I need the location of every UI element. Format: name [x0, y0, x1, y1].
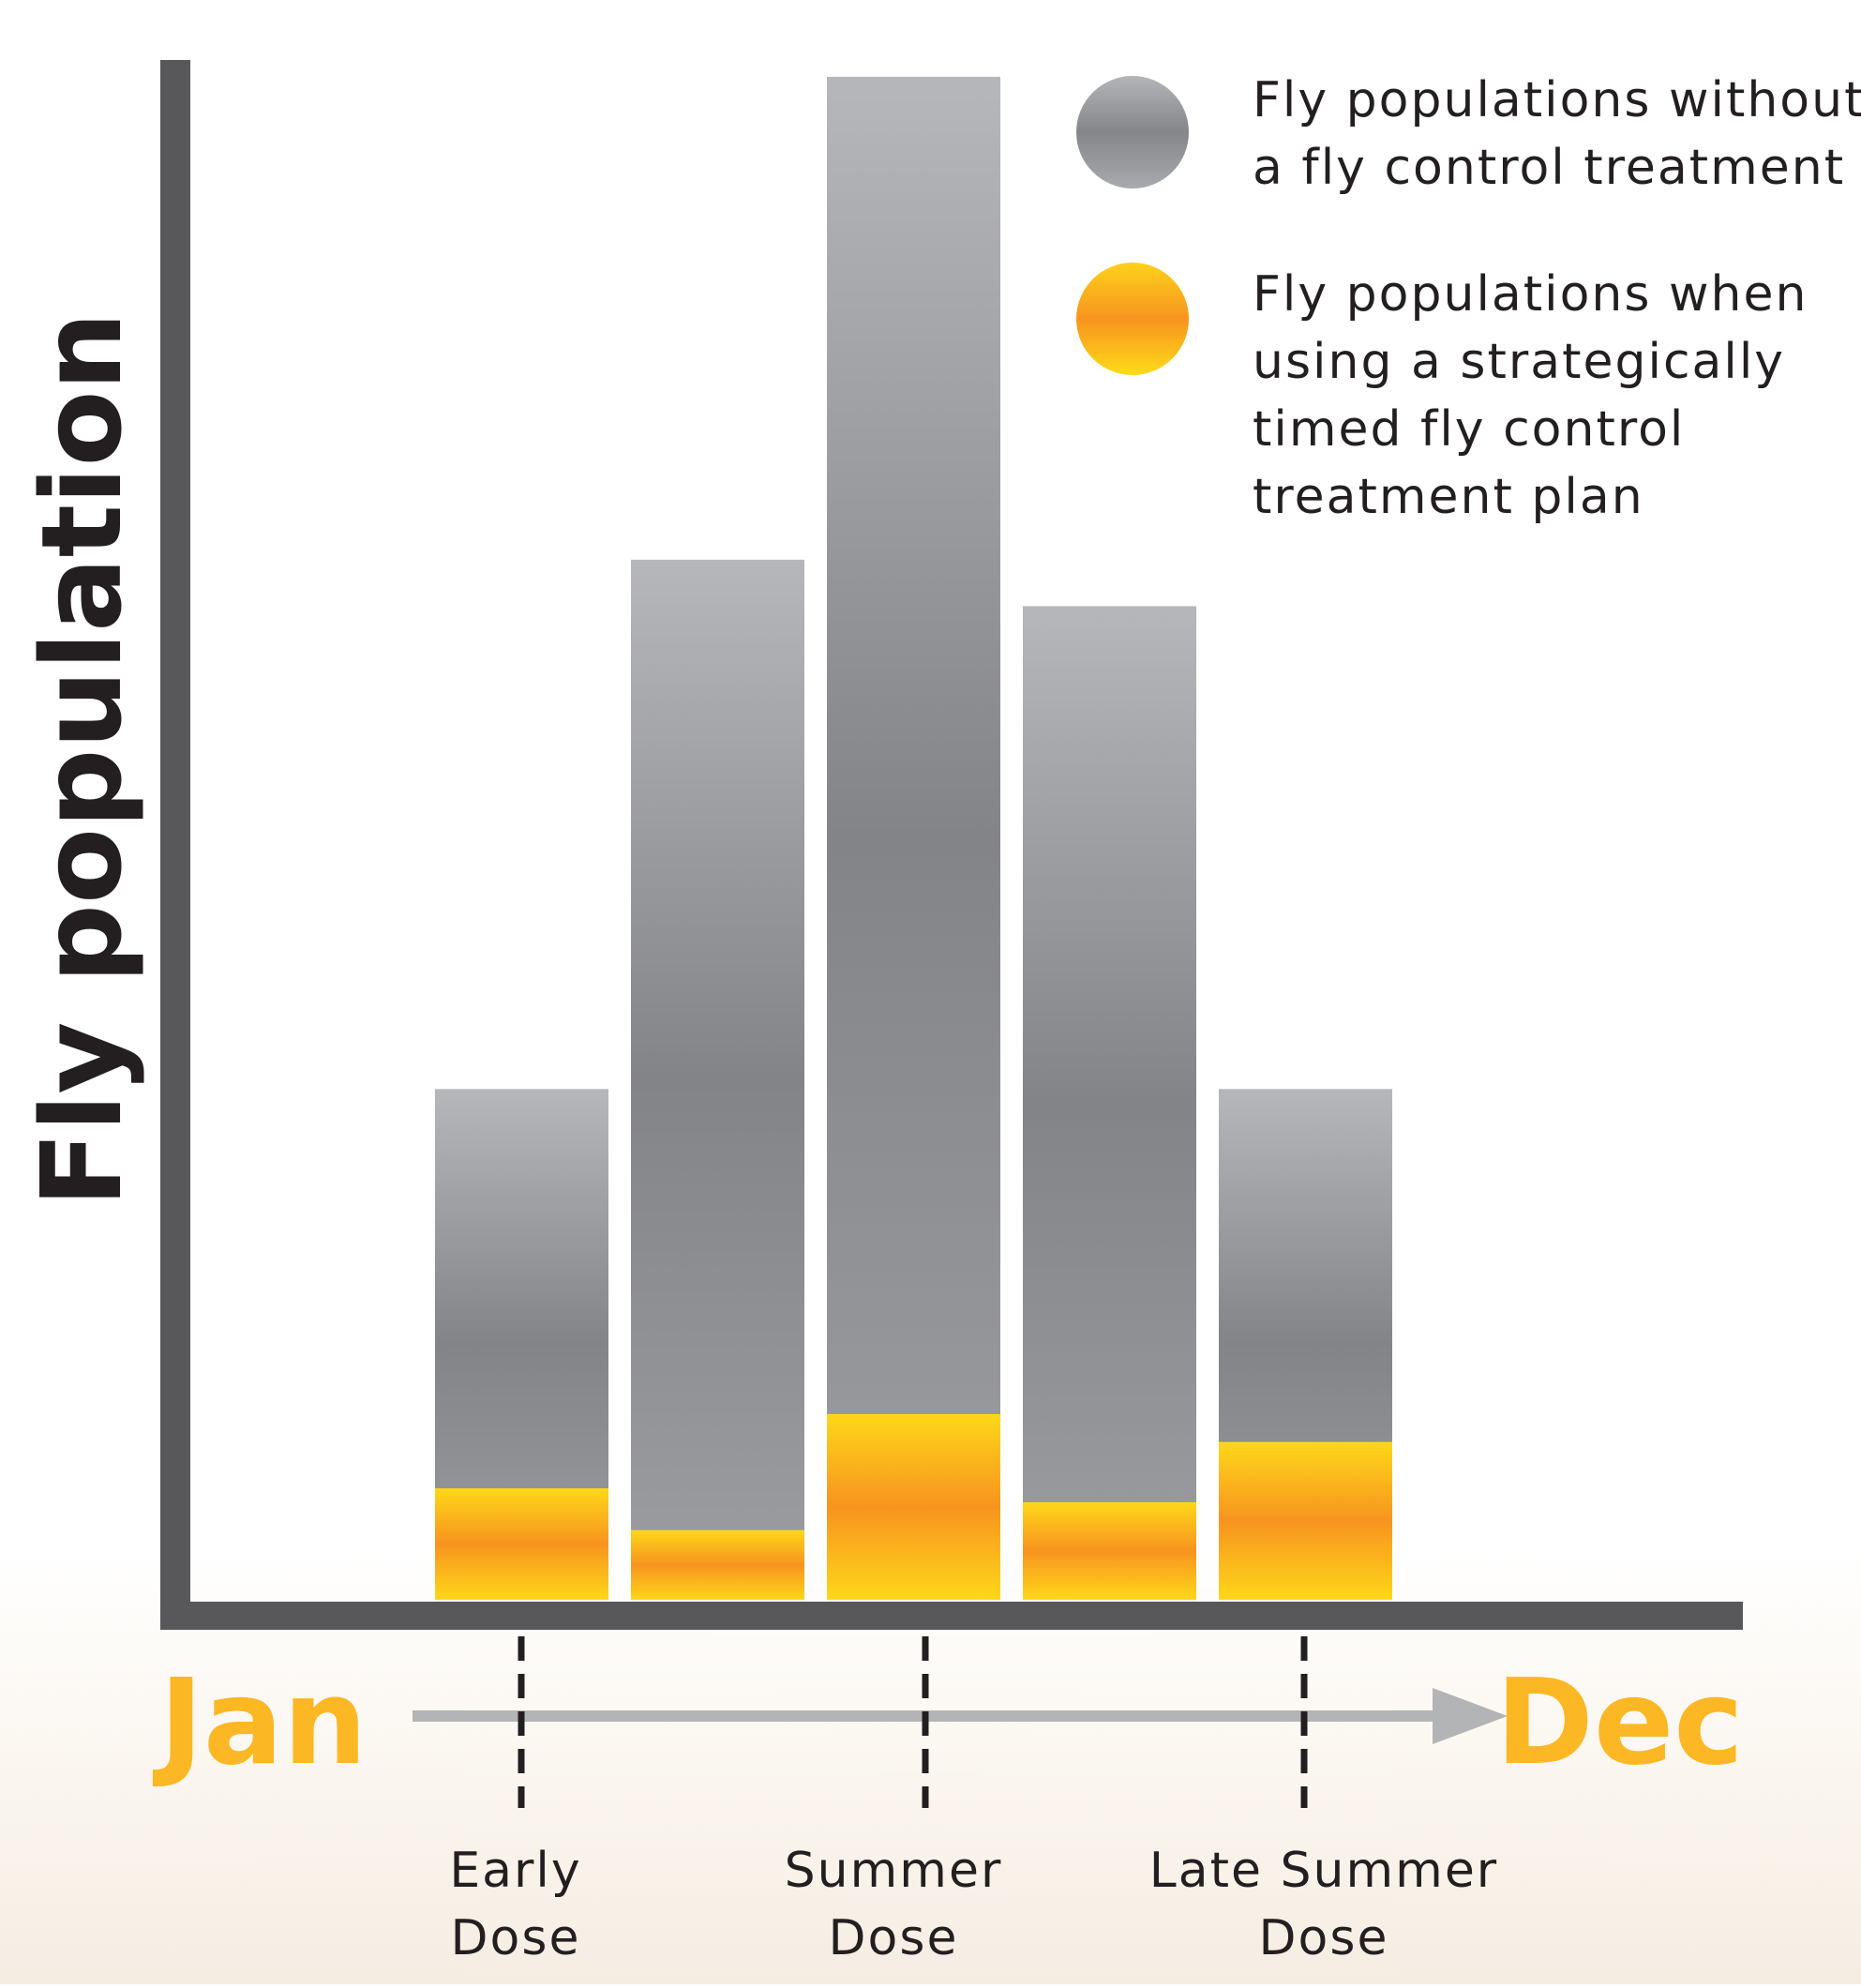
dose-label-2-line-1: Summer	[785, 1843, 1003, 1899]
time-arrow-head	[1433, 1688, 1508, 1744]
legend-label-untreated: Fly populations without a fly control tr…	[1253, 72, 1861, 196]
dose-label-1: Early Dose	[449, 1843, 581, 1966]
dose-label-2-line-2: Dose	[829, 1910, 959, 1966]
legend-treated-line-4: treatment plan	[1253, 469, 1644, 525]
dose-label-1-line-1: Early	[449, 1843, 581, 1899]
dose-label-1-line-2: Dose	[451, 1910, 581, 1966]
bar-treated-4	[1023, 1502, 1196, 1600]
y-axis-line	[160, 60, 190, 1630]
time-arrow	[413, 1688, 1508, 1744]
legend-untreated-line-2: a fly control treatment	[1253, 140, 1845, 196]
legend-untreated-line-1: Fly populations without	[1253, 72, 1861, 128]
bars-group	[435, 76, 1392, 1600]
x-axis-line	[160, 1602, 1743, 1630]
legend-treated-line-2: using a strategically	[1253, 334, 1785, 390]
bar-untreated-3	[827, 76, 1000, 1600]
dose-label-3-line-1: Late Summer	[1149, 1843, 1498, 1899]
legend-swatch-untreated	[1076, 76, 1189, 188]
x-axis-end-label: Dec	[1495, 1653, 1744, 1791]
bar-treated-3	[827, 1413, 1000, 1600]
y-axis-label: Fly population	[17, 311, 146, 1207]
bar-treated-2	[631, 1529, 804, 1600]
bar-untreated-2	[631, 559, 804, 1600]
dose-label-3-line-2: Dose	[1259, 1910, 1389, 1966]
legend-treated-line-3: timed fly control	[1253, 401, 1685, 458]
x-axis-start-label: Jan	[152, 1653, 368, 1791]
legend-swatch-treated	[1076, 263, 1189, 375]
legend-treated-line-1: Fly populations when	[1253, 266, 1808, 323]
bar-untreated-4	[1023, 606, 1196, 1600]
bar-treated-5	[1219, 1441, 1392, 1600]
dose-markers: Early Dose Summer Dose Late Summer Dose	[449, 1636, 1498, 1966]
bar-treated-1	[435, 1488, 608, 1600]
dose-label-2: Summer Dose	[785, 1843, 1003, 1966]
legend-label-treated: Fly populations when using a strategical…	[1253, 266, 1825, 525]
legend: Fly populations without a fly control tr…	[1076, 72, 1861, 525]
dose-label-3: Late Summer Dose	[1149, 1843, 1498, 1966]
